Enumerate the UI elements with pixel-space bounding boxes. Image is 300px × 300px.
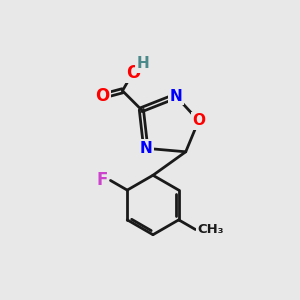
Text: F: F <box>96 172 107 190</box>
Text: O: O <box>126 64 140 82</box>
Text: N: N <box>140 141 152 156</box>
Text: H: H <box>137 56 150 71</box>
Text: O: O <box>95 87 109 105</box>
Text: CH₃: CH₃ <box>197 223 224 236</box>
Text: O: O <box>192 113 205 128</box>
Text: N: N <box>169 88 182 104</box>
